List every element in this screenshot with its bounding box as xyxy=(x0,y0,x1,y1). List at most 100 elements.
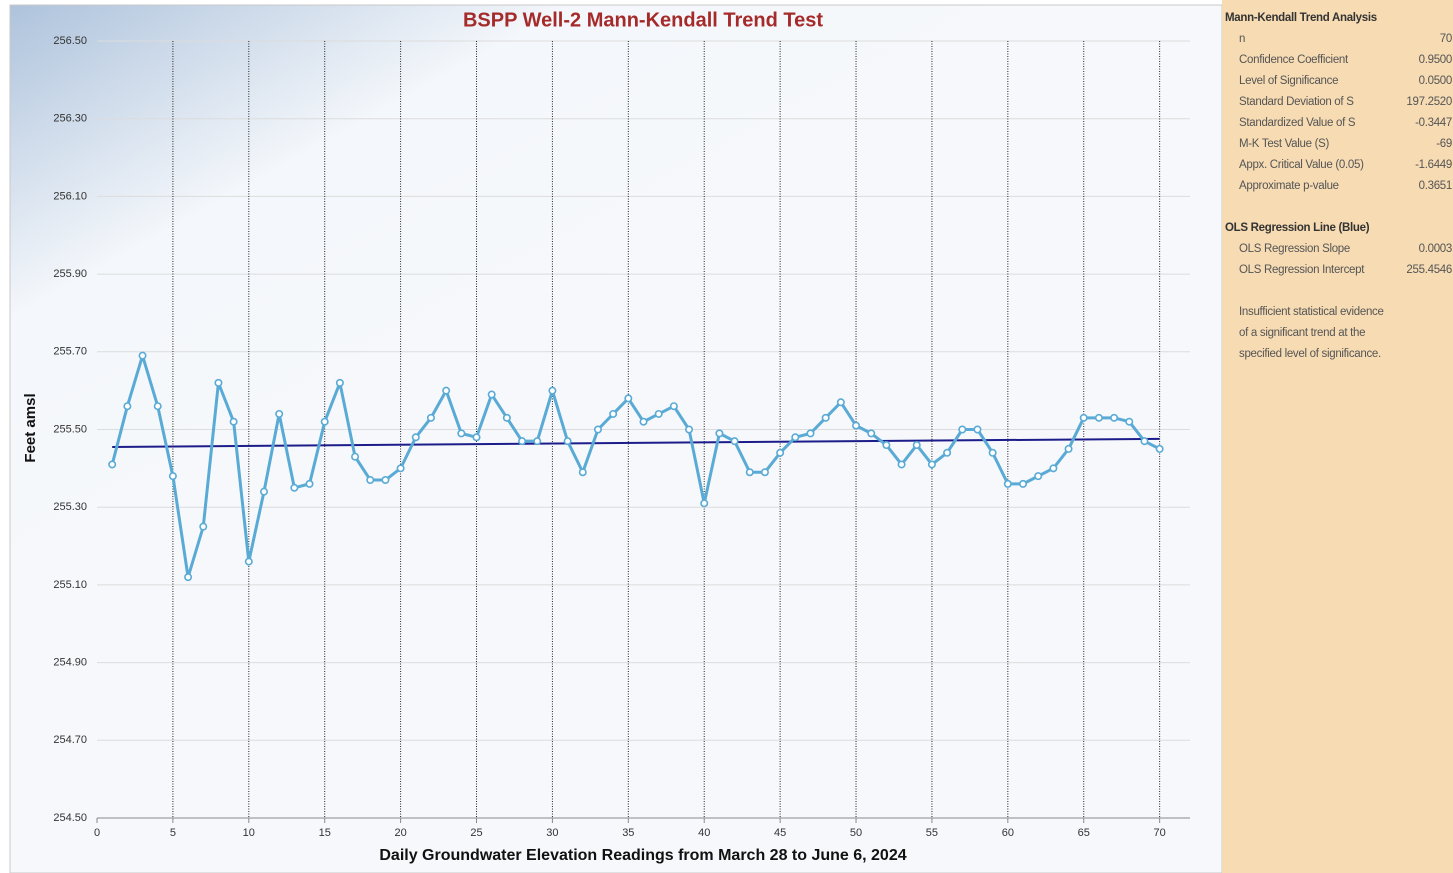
stat-label: n xyxy=(1239,33,1246,45)
data-point xyxy=(852,421,861,430)
data-point xyxy=(609,409,618,418)
x-tick-label: 30 xyxy=(546,827,558,839)
data-point xyxy=(184,573,193,582)
data-point xyxy=(335,378,344,387)
stat-value: -69 xyxy=(1436,138,1452,150)
data-point xyxy=(882,441,891,450)
data-point xyxy=(472,433,481,442)
x-tick-label: 50 xyxy=(850,827,862,839)
data-point xyxy=(153,402,162,411)
data-point xyxy=(669,402,678,411)
y-tick-label: 254.70 xyxy=(53,734,87,746)
y-tick-label: 254.50 xyxy=(53,812,87,824)
x-tick-label: 40 xyxy=(698,827,710,839)
chart: BSPP Well-2 Mann-Kendall Trend Test Dail… xyxy=(9,4,1222,873)
x-tick-label: 0 xyxy=(94,827,100,839)
y-tick-label: 255.10 xyxy=(53,579,87,591)
data-point xyxy=(685,425,694,434)
data-point xyxy=(442,386,451,395)
data-point xyxy=(624,394,633,403)
data-point xyxy=(214,378,223,387)
stat-value: 0.0500 xyxy=(1418,75,1453,87)
data-point xyxy=(1155,444,1164,453)
data-point xyxy=(639,417,648,426)
x-tick-label: 65 xyxy=(1078,827,1090,839)
stat-value: 197.2520 xyxy=(1406,96,1452,108)
data-point xyxy=(123,402,132,411)
y-tick-label: 254.90 xyxy=(53,657,87,669)
stat-label: Standardized Value of S xyxy=(1239,117,1356,129)
x-tick-label: 70 xyxy=(1154,827,1166,839)
data-point xyxy=(730,437,739,446)
data-point xyxy=(912,441,921,450)
data-point xyxy=(927,460,936,469)
stat-label: Level of Significance xyxy=(1239,75,1339,87)
x-tick-label: 10 xyxy=(243,827,255,839)
y-axis-title: Feet amsl xyxy=(22,393,39,462)
data-point xyxy=(138,351,147,360)
data-point xyxy=(1079,413,1088,422)
panel-heading: Mann-Kendall Trend Analysis xyxy=(1225,12,1377,24)
stat-value: 0.0003 xyxy=(1418,243,1453,255)
data-point xyxy=(1019,479,1028,488)
stat-label: Confidence Coefficient xyxy=(1239,54,1348,66)
data-point xyxy=(108,460,117,469)
data-point xyxy=(745,468,754,477)
data-point xyxy=(776,448,785,457)
data-point xyxy=(1064,444,1073,453)
data-point xyxy=(836,398,845,407)
data-point xyxy=(275,409,284,418)
stat-value: 255.4546 xyxy=(1406,264,1452,276)
x-tick-label: 25 xyxy=(470,827,482,839)
note-line: Insufficient statistical evidence xyxy=(1239,306,1384,318)
note-line: of a significant trend at the xyxy=(1239,327,1366,339)
y-tick-label: 256.10 xyxy=(53,190,87,202)
data-point xyxy=(867,429,876,438)
stat-value: -1.6449 xyxy=(1415,159,1452,171)
data-point xyxy=(244,557,253,566)
note-line: specified level of significance. xyxy=(1239,348,1381,360)
data-point xyxy=(199,522,208,531)
stat-value: 0.3651 xyxy=(1418,180,1453,192)
data-point xyxy=(943,448,952,457)
data-point xyxy=(563,437,572,446)
data-point xyxy=(351,452,360,461)
y-tick-label: 256.30 xyxy=(53,113,87,125)
data-point xyxy=(457,429,466,438)
y-tick-label: 255.70 xyxy=(53,346,87,358)
data-point xyxy=(715,429,724,438)
data-point xyxy=(821,413,830,422)
chart-title: BSPP Well-2 Mann-Kendall Trend Test xyxy=(463,9,823,31)
data-point xyxy=(487,390,496,399)
data-point xyxy=(578,468,587,477)
stat-label: M-K Test Value (S) xyxy=(1239,138,1330,150)
data-point xyxy=(290,483,299,492)
stat-value: 70 xyxy=(1439,33,1453,45)
data-point xyxy=(533,437,542,446)
series-line xyxy=(110,354,1161,579)
data-point xyxy=(1003,479,1012,488)
y-tick-label: 256.50 xyxy=(53,35,87,47)
x-tick-label: 20 xyxy=(394,827,406,839)
data-point xyxy=(411,433,420,442)
data-point xyxy=(168,472,177,481)
stats-panel: Mann-Kendall Trend Analysis n 70 Confidence… xyxy=(1222,0,1453,873)
data-point xyxy=(548,386,557,395)
x-tick-label: 5 xyxy=(170,827,176,839)
data-point xyxy=(305,479,314,488)
x-tick-label: 35 xyxy=(622,827,634,839)
stat-label: Standard Deviation of S xyxy=(1239,96,1354,108)
x-axis-title: Daily Groundwater Elevation Readings fro… xyxy=(379,847,906,864)
x-tick-label: 55 xyxy=(926,827,938,839)
data-point xyxy=(259,487,268,496)
x-tick-label: 45 xyxy=(774,827,786,839)
data-point xyxy=(897,460,906,469)
data-point xyxy=(366,476,375,485)
data-point xyxy=(593,425,602,434)
data-point xyxy=(320,417,329,426)
data-point xyxy=(1125,417,1134,426)
stat-label: Approximate p-value xyxy=(1239,180,1339,192)
data-point xyxy=(1110,413,1119,422)
y-tick-label: 255.50 xyxy=(53,423,87,435)
